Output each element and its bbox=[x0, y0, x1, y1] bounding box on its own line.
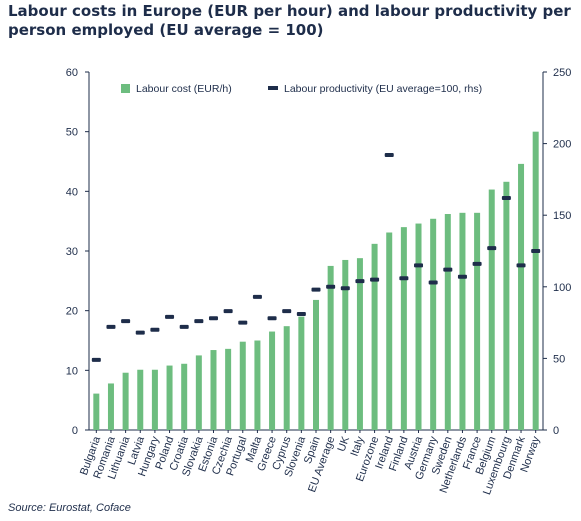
bar-italy bbox=[356, 258, 363, 430]
marker-poland bbox=[165, 314, 175, 319]
marker-croatia bbox=[179, 324, 189, 329]
marker-sweden bbox=[443, 267, 453, 272]
right-tick-label: 50 bbox=[553, 353, 565, 365]
right-axis: 0 50 100 150 200 250 bbox=[542, 67, 571, 437]
bar-luxembourg bbox=[503, 181, 510, 430]
bar-germany bbox=[430, 218, 437, 430]
right-tick-label: 250 bbox=[553, 67, 571, 79]
marker-italy bbox=[355, 279, 365, 284]
marker-bulgaria bbox=[91, 357, 101, 362]
marker-austria bbox=[414, 263, 424, 268]
marker-series bbox=[91, 153, 541, 362]
bar-slovakia bbox=[195, 355, 202, 430]
source-note: Source: Eurostat, Coface bbox=[8, 502, 131, 514]
bar-austria bbox=[415, 223, 422, 430]
marker-uk bbox=[340, 286, 350, 291]
legend: Labour cost (EUR/h) Labour productivity … bbox=[121, 83, 482, 95]
bar-sweden bbox=[444, 214, 451, 430]
left-tick-label: 50 bbox=[66, 127, 78, 139]
marker-portugal bbox=[238, 320, 248, 325]
bar-hungary bbox=[151, 369, 158, 430]
legend-bar-label: Labour cost (EUR/h) bbox=[136, 83, 232, 95]
bar-croatia bbox=[181, 363, 188, 430]
marker-lithuania bbox=[121, 319, 131, 324]
marker-france bbox=[472, 261, 482, 266]
left-tick-label: 60 bbox=[66, 67, 78, 79]
bar-ireland bbox=[386, 232, 393, 430]
chart-title: Labour costs in Europe (EUR per hour) an… bbox=[8, 2, 571, 39]
bar-lithuania bbox=[122, 372, 129, 430]
right-tick-label: 0 bbox=[553, 425, 559, 437]
legend-marker-label: Labour productivity (EU average=100, rhs… bbox=[284, 83, 482, 95]
bar-belgium bbox=[488, 189, 495, 430]
bar-finland bbox=[400, 227, 407, 430]
marker-norway bbox=[531, 249, 541, 253]
bar-spain bbox=[313, 299, 319, 430]
marker-germany bbox=[428, 280, 438, 285]
marker-belgium bbox=[487, 246, 497, 251]
marker-spain bbox=[311, 287, 321, 292]
marker-slovakia bbox=[194, 319, 204, 324]
marker-denmark bbox=[516, 263, 526, 268]
bar-greece bbox=[269, 331, 276, 430]
bar-romania bbox=[107, 383, 114, 430]
left-tick-label: 10 bbox=[66, 365, 78, 377]
marker-romania bbox=[106, 324, 116, 329]
legend-bar-swatch bbox=[121, 84, 130, 93]
right-tick-label: 200 bbox=[553, 139, 571, 151]
bar-estonia bbox=[210, 350, 217, 430]
marker-eurozone bbox=[370, 277, 380, 282]
bar-malta bbox=[254, 340, 261, 430]
marker-latvia bbox=[135, 330, 145, 335]
left-tick-label: 0 bbox=[72, 425, 78, 437]
marker-slovenia bbox=[296, 312, 306, 317]
marker-cyprus bbox=[282, 309, 292, 314]
bar-bulgaria bbox=[93, 393, 100, 430]
marker-netherlands bbox=[457, 274, 467, 279]
bar-eu-average bbox=[327, 265, 334, 430]
bar-series bbox=[93, 131, 539, 431]
marker-finland bbox=[399, 276, 409, 281]
category-label: UK bbox=[336, 434, 353, 453]
legend-marker-swatch bbox=[268, 86, 278, 90]
bar-slovenia bbox=[298, 316, 305, 430]
bar-eurozone bbox=[371, 243, 378, 430]
marker-malta bbox=[252, 294, 262, 299]
bar-uk bbox=[342, 259, 349, 430]
bar-portugal bbox=[239, 341, 246, 430]
bar-denmark bbox=[518, 163, 525, 431]
bar-czechia bbox=[225, 348, 232, 430]
bar-netherlands bbox=[459, 212, 466, 430]
bar-norway bbox=[532, 131, 539, 430]
left-tick-label: 30 bbox=[66, 246, 78, 258]
marker-czechia bbox=[223, 309, 233, 314]
left-axis: 0 10 20 30 40 50 60 bbox=[66, 67, 543, 437]
marker-eu-average bbox=[326, 284, 336, 289]
marker-ireland bbox=[384, 153, 394, 158]
left-tick-label: 20 bbox=[66, 306, 78, 318]
bar-cyprus bbox=[283, 326, 290, 430]
marker-estonia bbox=[208, 316, 218, 321]
left-tick-label: 40 bbox=[66, 186, 78, 198]
marker-luxembourg bbox=[501, 196, 511, 201]
bar-france bbox=[474, 212, 481, 430]
category-labels: BulgariaRomaniaLithuaniaLatviaHungaryPol… bbox=[78, 430, 543, 496]
right-tick-label: 150 bbox=[553, 210, 571, 222]
marker-greece bbox=[267, 316, 277, 321]
marker-hungary bbox=[150, 327, 160, 332]
right-tick-label: 100 bbox=[553, 282, 571, 294]
bar-latvia bbox=[137, 369, 144, 430]
bar-poland bbox=[166, 365, 173, 430]
